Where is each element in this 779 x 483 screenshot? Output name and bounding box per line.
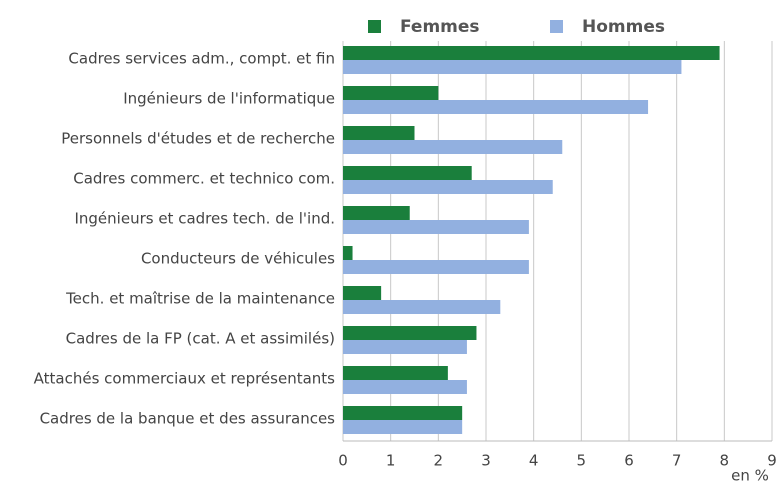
y-tick-label: Cadres services adm., compt. et fin <box>68 50 335 68</box>
x-tick-label: 9 <box>767 452 777 470</box>
y-tick-label: Attachés commerciaux et représentants <box>34 370 336 388</box>
x-axis-label: en % <box>731 467 769 483</box>
bar <box>343 46 720 60</box>
bar <box>343 86 439 100</box>
bar <box>343 180 553 194</box>
legend-swatch <box>368 20 381 33</box>
bar <box>343 286 382 300</box>
x-tick-label: 5 <box>577 452 587 470</box>
y-tick-label: Cadres de la banque et des assurances <box>40 410 336 428</box>
bar <box>343 366 448 380</box>
bar <box>343 126 415 140</box>
x-tick-label: 8 <box>720 452 730 470</box>
x-tick-label: 4 <box>529 452 539 470</box>
bar <box>343 340 467 354</box>
y-tick-label: Conducteurs de véhicules <box>141 250 335 268</box>
legend-label: Femmes <box>400 17 480 37</box>
bar <box>343 380 467 394</box>
bar <box>343 246 353 260</box>
bar <box>343 166 472 180</box>
bar <box>343 220 529 234</box>
bar <box>343 140 563 154</box>
x-tick-label: 1 <box>386 452 396 470</box>
bar <box>343 60 682 74</box>
y-tick-label: Ingénieurs et cadres tech. de l'ind. <box>74 210 335 228</box>
y-tick-label: Cadres commerc. et technico com. <box>73 170 335 188</box>
y-tick-label: Tech. et maîtrise de la maintenance <box>65 290 335 308</box>
x-tick-label: 7 <box>672 452 682 470</box>
y-tick-label: Cadres de la FP (cat. A et assimilés) <box>66 330 335 348</box>
y-tick-label: Ingénieurs de l'informatique <box>123 90 335 108</box>
bar <box>343 100 649 114</box>
bar <box>343 326 477 340</box>
legend-label: Hommes <box>582 17 665 37</box>
bar <box>343 206 410 220</box>
x-tick-label: 3 <box>481 452 491 470</box>
y-tick-label: Personnels d'études et de recherche <box>61 130 335 148</box>
x-tick-label: 2 <box>434 452 444 470</box>
bar <box>343 406 463 420</box>
bar <box>343 260 529 274</box>
bar <box>343 420 463 434</box>
bar <box>343 300 501 314</box>
x-tick-label: 0 <box>338 452 348 470</box>
x-tick-label: 6 <box>624 452 634 470</box>
legend-swatch <box>550 20 563 33</box>
